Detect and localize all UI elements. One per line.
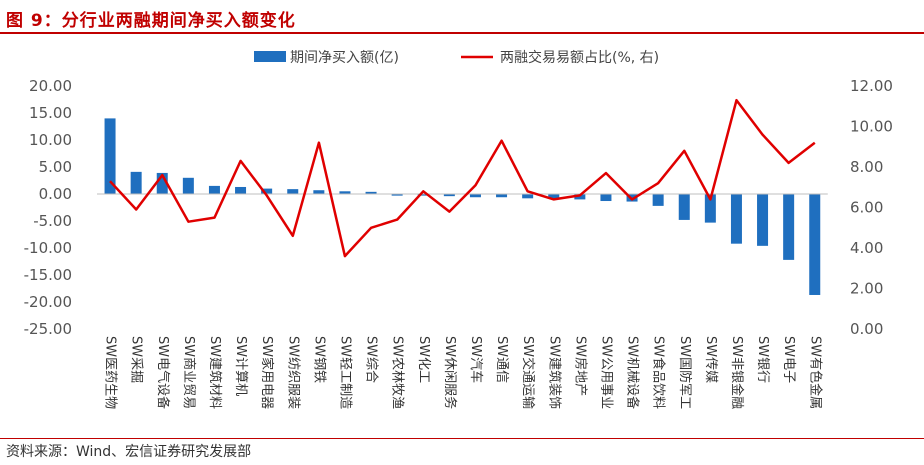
bar — [574, 194, 586, 200]
page-title: 图 9：分行业两融期间净买入额变化 — [6, 11, 296, 31]
bar — [208, 185, 220, 194]
bar — [287, 189, 299, 194]
bar — [704, 194, 716, 223]
right-axis: 12.00 10.00 8.00 6.00 4.00 2.00 0.00 — [850, 77, 893, 338]
category-label: SW化工 — [416, 336, 431, 383]
right-tick-label: 12.00 — [850, 77, 893, 95]
category-label: SW汽车 — [468, 336, 484, 383]
source-note: 资料来源：Wind、宏信证券研究发展部 — [6, 444, 252, 460]
left-tick-label: -10.00 — [24, 239, 72, 257]
category-label: SW建筑材料 — [207, 336, 223, 409]
legend: 期间净买入额(亿) 两融交易易额占比(%, 右) — [254, 49, 659, 66]
right-tick-label: 2.00 — [850, 280, 883, 298]
bar — [678, 194, 690, 220]
left-axis: 20.00 15.00 10.00 5.00 0.00 -5.00 -10.00 -15.00… — [24, 77, 72, 338]
bar — [548, 194, 560, 199]
bar — [730, 194, 742, 244]
category-label: SW家用电器 — [259, 336, 275, 409]
category-label: SW食品饮料 — [651, 336, 667, 409]
footer-divider — [0, 438, 924, 439]
bar — [652, 194, 664, 206]
category-label: SW传媒 — [703, 336, 718, 383]
category-label: SW交通运输 — [520, 336, 536, 409]
bar — [261, 188, 273, 194]
category-label: SW钢铁 — [311, 336, 326, 383]
bar — [417, 194, 429, 196]
bar — [443, 194, 455, 197]
bar — [313, 190, 325, 194]
left-tick-label: 20.00 — [29, 77, 72, 95]
category-label: SW休闲服务 — [442, 336, 458, 409]
bar — [182, 177, 194, 194]
legend-bar-swatch — [254, 51, 286, 62]
category-label: SW电气设备 — [155, 336, 171, 409]
left-tick-label: -25.00 — [24, 320, 72, 338]
category-label: SW农林牧渔 — [390, 336, 405, 409]
bar — [809, 194, 821, 295]
bar — [600, 194, 612, 202]
right-tick-label: 8.00 — [850, 158, 883, 176]
category-label: SW轻工制造 — [337, 336, 352, 409]
bar — [365, 191, 377, 194]
category-label: SW医药生物 — [103, 336, 118, 409]
left-tick-label: 5.00 — [39, 158, 72, 176]
category-label: SW有色金属 — [807, 336, 823, 409]
bar — [104, 118, 116, 194]
category-label: SW建筑装饰 — [546, 336, 562, 409]
bar — [130, 171, 142, 194]
bar — [757, 194, 769, 246]
bar-series — [104, 118, 821, 295]
category-label: SW通信 — [494, 336, 509, 383]
bar — [391, 194, 403, 196]
right-tick-label: 4.00 — [850, 239, 883, 257]
right-tick-label: 10.00 — [850, 118, 893, 136]
line-series — [109, 98, 816, 258]
category-label: SW房地产 — [572, 336, 588, 396]
left-tick-label: 10.00 — [29, 131, 72, 149]
right-tick-label: 6.00 — [850, 199, 883, 217]
bar — [469, 194, 481, 198]
category-label: SW机械设备 — [625, 336, 641, 409]
left-tick-label: -20.00 — [24, 293, 72, 311]
title-divider — [0, 32, 924, 34]
category-label: SW综合 — [364, 336, 379, 383]
category-labels: SW医药生物 SW采掘 SW电气设备 SW商业贸易 SW建筑材料 SW计算机 SW家用电器 S… — [103, 336, 824, 409]
category-label: SW银行 — [755, 336, 770, 383]
left-tick-label: 15.00 — [29, 104, 72, 122]
category-label: SW电子 — [781, 336, 796, 383]
right-tick-label: 0.00 — [850, 320, 883, 338]
bar — [235, 186, 247, 194]
legend-bar-label: 期间净买入额(亿) — [290, 50, 399, 66]
category-label: SW商业贸易 — [181, 336, 196, 409]
category-label: SW采掘 — [129, 336, 144, 383]
category-label: SW计算机 — [233, 336, 248, 396]
category-label: SW公用事业 — [598, 336, 613, 409]
bar — [496, 194, 508, 198]
category-label: SW纺织服装 — [285, 336, 300, 409]
bar — [783, 194, 795, 260]
legend-line-label: 两融交易易额占比(%, 右) — [500, 49, 659, 66]
bar — [522, 194, 534, 199]
category-label: SW非银金融 — [729, 336, 745, 409]
category-label: SW国防军工 — [677, 336, 693, 409]
chart: 20.00 15.00 10.00 5.00 0.00 -5.00 -10.00 -15.00… — [24, 49, 893, 409]
left-tick-label: -5.00 — [33, 212, 72, 230]
bar — [339, 191, 351, 194]
left-tick-label: -15.00 — [24, 266, 72, 284]
left-tick-label: 0.00 — [39, 185, 72, 203]
bar — [156, 172, 168, 194]
line-path — [109, 98, 816, 258]
